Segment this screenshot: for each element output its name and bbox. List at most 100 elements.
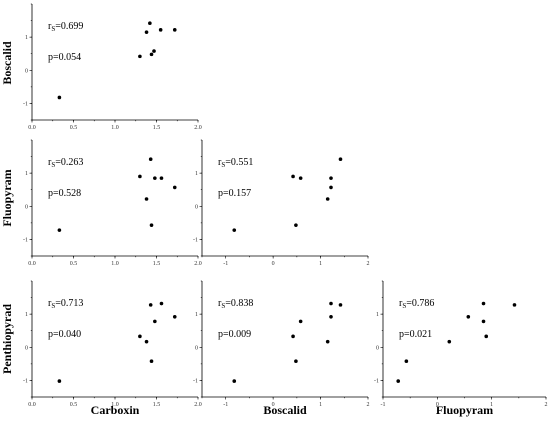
x-tick-label: 1.5 [153,261,161,267]
y-axis-label: Fluopyram [0,169,14,226]
data-point [484,334,489,339]
x-tick-label: 1 [319,261,322,267]
data-point [291,334,295,339]
data-point [57,228,62,232]
data-point [148,303,153,307]
x-tick-label: 0 [272,261,275,267]
p-value-annotation: p=0.528 [48,188,81,199]
data-point [57,379,62,383]
x-tick-label: 0.0 [28,261,36,267]
panel-4: -1 0 1 0.0 0.5 1.0 1.5 2.0 rS=0.713 p=0.040 Penthi… [0,280,202,417]
data-point [159,176,164,180]
data-point [329,314,333,319]
x-tick-label: 2 [367,402,370,408]
y-tick-label: 0 [25,345,28,351]
data-point [481,319,486,324]
y-tick-label: 1 [195,171,198,177]
data-point [138,54,142,59]
y-tick-label: 1 [195,312,198,318]
data-point [294,359,298,364]
data-point [325,339,330,344]
data-point [172,314,177,319]
data-point [148,157,153,162]
rs-annotation: rS=0.838 [218,298,253,310]
x-tick-label: 0.5 [70,402,78,408]
y-tick-label: 0 [376,345,379,351]
rs-annotation: rS=0.699 [48,21,83,33]
x-tick-label: 1.0 [111,261,119,267]
y-tick-label: 0 [25,68,28,74]
data-point [329,301,333,306]
p-value-annotation: p=0.009 [218,329,251,340]
y-tick-label: -1 [23,237,28,243]
data-point [172,185,177,190]
x-tick-label: 2.0 [194,261,202,267]
y-axis-label: Penthiopyrad [0,304,14,374]
x-tick-label: 2 [367,261,370,267]
data-point [298,319,303,324]
x-tick-label: 0.5 [70,261,78,267]
p-value-annotation: p=0.157 [218,188,251,199]
y-tick-label: 0 [25,204,28,210]
data-point [338,157,343,162]
data-point [298,176,303,180]
data-point [159,301,164,306]
data-point [153,319,157,324]
x-tick-label: 0.5 [70,125,78,131]
panel-3: -1 0 1 -1 0 1 2 rS=0.551 p=0.157 [193,139,370,267]
y-tick-label: -1 [193,237,198,243]
data-point [158,28,163,32]
x-axis-label: Boscalid [263,403,307,417]
p-value-annotation: p=0.054 [48,52,81,63]
data-point [325,197,330,201]
x-tick-label: 2 [545,402,548,408]
p-value-annotation: p=0.040 [48,329,81,340]
y-tick-label: -1 [23,378,28,384]
x-tick-label: 1.5 [153,402,161,408]
x-tick-label: -1 [381,402,386,408]
data-point [153,176,157,180]
y-tick-label: 1 [25,171,28,177]
p-value-annotation: p=0.021 [399,329,432,340]
x-tick-label: 0 [436,402,439,408]
y-tick-label: 1 [25,312,28,318]
x-tick-label: 1.0 [111,402,119,408]
rs-annotation: rS=0.786 [399,298,434,310]
data-point [152,49,156,53]
data-point [172,28,177,32]
x-tick-label: -1 [223,402,228,408]
rs-annotation: rS=0.551 [218,157,253,169]
y-tick-label: -1 [23,101,28,107]
x-tick-label: 0.0 [28,402,36,408]
data-point [232,379,237,383]
data-point [57,95,62,100]
data-point [404,359,409,364]
x-axis-label: Fluopyram [436,403,493,417]
rs-annotation: rS=0.263 [48,157,83,169]
data-point [447,339,452,344]
data-point [144,197,149,201]
y-tick-label: 0 [195,204,198,210]
x-tick-label: 1 [319,402,322,408]
y-tick-label: 0 [195,345,198,351]
data-point [329,185,333,190]
data-point [138,174,142,179]
y-tick-label: 1 [25,35,28,41]
rs-annotation: rS=0.713 [48,298,83,310]
x-tick-label: 0 [272,402,275,408]
panel-5: -1 0 1 -1 0 1 2 rS=0.838 p=0.009 Boscalid [193,280,370,417]
data-point [144,339,149,344]
data-point [294,223,298,227]
data-point [329,176,333,180]
data-point [396,379,401,383]
data-point [466,314,471,319]
data-point [149,52,154,57]
x-tick-label: 1.5 [153,125,161,131]
panel-6: -1 0 1 -1 0 1 2 rS=0.786 p=0.021 Fluopyram [374,280,548,417]
data-point [338,303,343,307]
y-tick-label: 1 [376,312,379,318]
data-point [148,21,152,26]
x-tick-label: -1 [223,261,228,267]
data-point [138,334,142,339]
